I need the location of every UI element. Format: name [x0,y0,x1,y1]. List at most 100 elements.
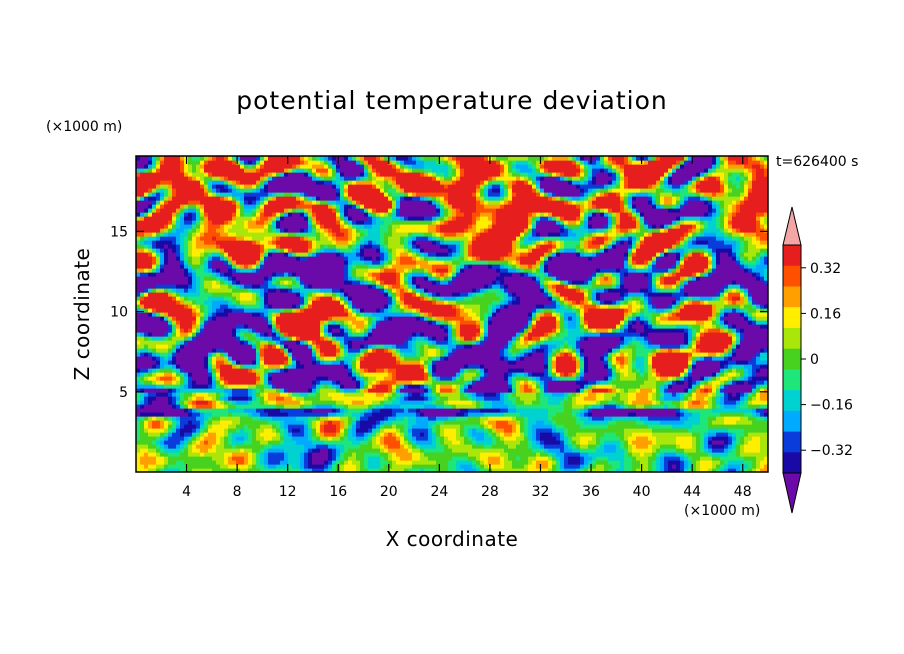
heatmap-cell [188,384,193,389]
heatmap-cell [460,384,465,389]
heatmap-cell [356,384,361,389]
heatmap-cell [352,384,357,389]
heatmap-cell [452,384,457,389]
heatmap-cell [224,396,229,401]
heatmap-cell [228,364,233,369]
heatmap-cell [392,424,397,429]
heatmap-cell [248,408,253,413]
heatmap-cell [588,460,593,465]
heatmap-cell [336,412,341,417]
heatmap-cell [192,352,197,357]
heatmap-cell [276,352,281,357]
heatmap-cell [404,400,409,405]
heatmap-cell [568,440,573,445]
heatmap-cell [396,420,401,425]
heatmap-cell [692,416,697,421]
heatmap-cell [372,440,377,445]
heatmap-cell [236,452,241,457]
heatmap-cell [672,396,677,401]
heatmap-cell [720,424,725,429]
heatmap-cell [268,400,273,405]
heatmap-cell [180,440,185,445]
heatmap-cell [204,412,209,417]
heatmap-cell [184,436,189,441]
heatmap-cell [296,356,301,361]
heatmap-cell [276,396,281,401]
heatmap-cell [712,432,717,437]
heatmap-cell [348,372,353,377]
heatmap-cell [584,436,589,441]
heatmap-cell [748,432,753,437]
heatmap-cell [508,436,513,441]
heatmap-cell [628,424,633,429]
heatmap-cell [656,456,661,461]
heatmap-cell [408,380,413,385]
heatmap-cell [212,344,217,349]
heatmap-cell [696,368,701,373]
heatmap-cell [716,468,721,472]
heatmap-cell [244,380,249,385]
heatmap-cell [384,384,389,389]
heatmap-cell [724,432,729,437]
heatmap-cell [636,436,641,441]
heatmap-cell [188,348,193,353]
heatmap-cell [268,420,273,425]
heatmap-cell [732,444,737,449]
heatmap-cell [460,444,465,449]
heatmap-cell [364,416,369,421]
heatmap-cell [520,464,525,469]
heatmap-cell [500,392,505,397]
heatmap-cell [616,408,621,413]
heatmap-cell [628,404,633,409]
heatmap-cell [316,432,321,437]
heatmap-cell [292,396,297,401]
heatmap-cell [160,432,165,437]
heatmap-cell [292,352,297,357]
heatmap-cell [700,460,705,465]
heatmap-cell [164,420,169,425]
heatmap-cell [592,468,597,472]
heatmap-cell [520,388,525,393]
heatmap-cell [444,376,449,381]
heatmap-cell [532,416,537,421]
heatmap-cell [444,384,449,389]
heatmap-cell [168,420,173,425]
heatmap-cell [232,436,237,441]
heatmap-cell [592,464,597,469]
heatmap-cell [304,444,309,449]
heatmap-cell [656,424,661,429]
heatmap-cell [512,412,517,417]
heatmap-cell [380,440,385,445]
heatmap-cell [660,356,665,361]
heatmap-cell [388,348,393,353]
heatmap-cell [696,424,701,429]
heatmap-cell [192,376,197,381]
heatmap-cell [580,432,585,437]
heatmap-cell [524,428,529,433]
heatmap-cell [160,364,165,369]
heatmap-cell [208,444,213,449]
heatmap-cell [188,420,193,425]
heatmap-cell [320,436,325,441]
heatmap-cell [480,424,485,429]
heatmap-cell [388,392,393,397]
heatmap-cell [540,388,545,393]
heatmap-cell [264,408,269,413]
heatmap-cell [248,356,253,361]
heatmap-cell [380,448,385,453]
heatmap-cell [356,408,361,413]
heatmap-cell [160,396,165,401]
heatmap-cell [604,428,609,433]
heatmap-cell [604,464,609,469]
heatmap-cell [508,460,513,465]
heatmap-cell [756,416,761,421]
heatmap-cell [568,412,573,417]
heatmap-cell [424,372,429,377]
heatmap-cell [348,464,353,469]
heatmap-cell [328,456,333,461]
heatmap-cell [752,420,757,425]
heatmap-cell [692,456,697,461]
heatmap-cell [716,408,721,413]
heatmap-cell [356,356,361,361]
heatmap-cell [688,464,693,469]
